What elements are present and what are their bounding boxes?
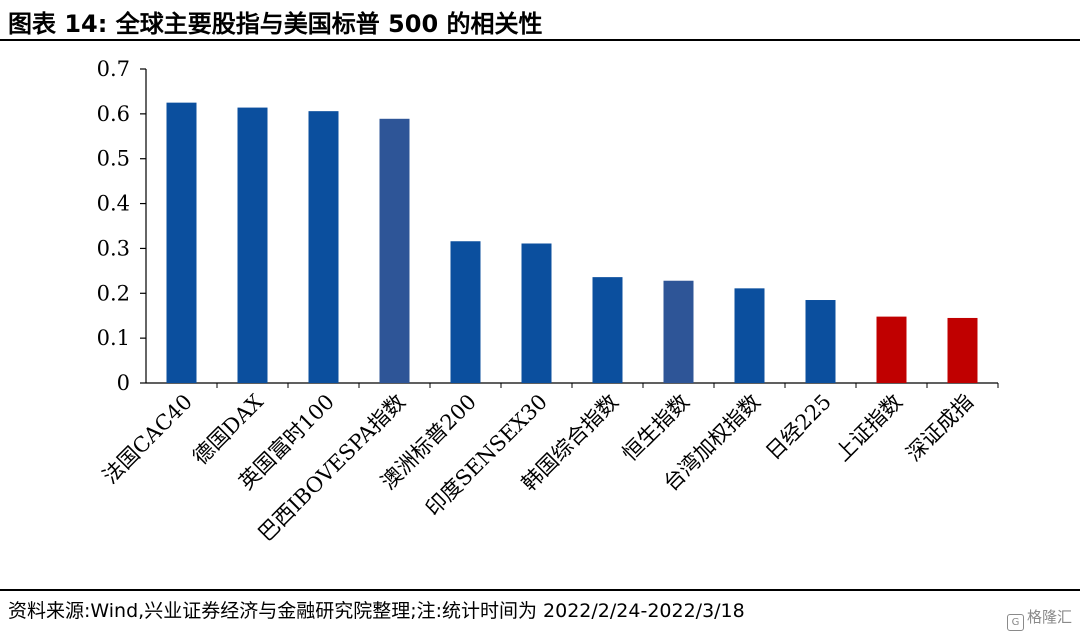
y-tick-label: 0.2 [97, 281, 130, 305]
y-tick-label: 0.5 [97, 147, 130, 171]
bar [308, 111, 339, 383]
y-tick-label: 0.7 [97, 57, 130, 81]
y-tick-label: 0.6 [97, 102, 130, 126]
watermark-icon: G [1006, 614, 1024, 631]
bar [805, 300, 836, 383]
y-tick-label: 0.3 [97, 236, 130, 260]
bar-chart: 00.10.20.30.40.50.60.7法国CAC40德国DAX英国富时10… [97, 57, 999, 546]
title-bar: 图表 14: 全球主要股指与美国标普 500 的相关性 [0, 0, 1080, 44]
footer-divider [0, 589, 1080, 591]
category-label: 深证成指 [902, 390, 978, 466]
bar [663, 280, 694, 383]
page-title: 图表 14: 全球主要股指与美国标普 500 的相关性 [8, 10, 543, 38]
bar [450, 241, 481, 383]
y-tick-label: 0.1 [97, 326, 130, 350]
title-divider [0, 39, 1080, 41]
watermark: G 格隆汇 [1006, 606, 1072, 631]
y-tick-label: 0.4 [97, 192, 130, 216]
bar [521, 243, 552, 383]
bar [592, 277, 623, 383]
category-label: 上证指数 [831, 390, 907, 466]
category-label: 日经225 [761, 390, 836, 465]
watermark-text: 格隆汇 [1026, 608, 1072, 626]
bar [876, 316, 907, 383]
source-note: 资料来源:Wind,兴业证券经济与金融研究院整理;注:统计时间为 2022/2/… [8, 600, 745, 622]
y-tick-label: 0 [117, 371, 130, 395]
category-label: 法国CAC40 [98, 390, 197, 489]
bar [237, 107, 268, 383]
category-label: 印度SENSEX30 [421, 390, 552, 521]
bar [734, 288, 765, 383]
bar [166, 102, 197, 383]
bar [947, 317, 978, 383]
bar [379, 118, 410, 383]
